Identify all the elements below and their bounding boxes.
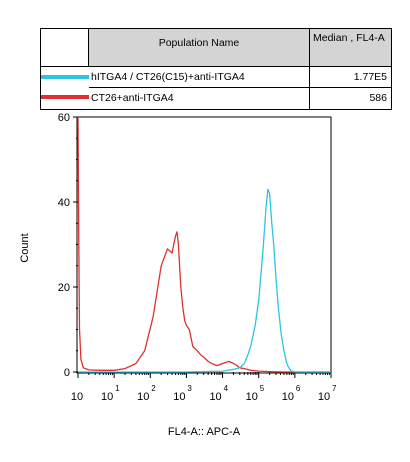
x-tick-exponent: 2 xyxy=(151,384,156,393)
y-axis: 0 20 40 60 xyxy=(58,112,78,379)
x-tick-exponent: 5 xyxy=(260,384,265,393)
x-tick-exponent: 1 xyxy=(115,384,120,393)
x-tick-exponent: 6 xyxy=(296,384,301,393)
legend-header-population: Population Name xyxy=(89,29,310,67)
x-tick-exponent: 4 xyxy=(224,384,229,393)
x-tick-exponent: 7 xyxy=(332,384,337,393)
x-tick-base: 10 xyxy=(173,391,185,403)
x-tick-base: 10 xyxy=(101,391,113,403)
legend-row-hitga4-name: hITGA4 / CT26(C15)+anti-ITGA4 xyxy=(89,67,310,88)
x-tick-base: 10 xyxy=(209,391,221,403)
legend-swatch-ct26 xyxy=(41,95,89,99)
y-tick-label: 60 xyxy=(58,112,70,124)
x-tick-exponent: 3 xyxy=(187,384,192,393)
legend-table: Population Name Median , FL4-A hITGA4 / … xyxy=(40,28,392,110)
legend-row-hitga4-median: 1.77E5 xyxy=(310,67,391,88)
x-tick-base: 10 xyxy=(318,391,330,403)
series-group xyxy=(77,116,331,373)
x-tick-base: 10 xyxy=(282,391,294,403)
y-tick-label: 40 xyxy=(58,197,70,209)
y-axis-title: Count xyxy=(19,233,31,262)
legend-row-ct26-name: CT26+anti-ITGA4 xyxy=(89,88,310,109)
x-axis-title: FL4-A:: APC-A xyxy=(168,426,241,438)
legend-header-blank xyxy=(41,29,89,67)
legend-row-ct26-median: 586 xyxy=(369,92,387,104)
legend-header-median: Median , FL4-A xyxy=(310,29,391,67)
series-line-hitga4 xyxy=(78,188,331,373)
legend-swatch-hitga4 xyxy=(41,75,89,79)
x-tick-base: 10 xyxy=(137,391,149,403)
x-tick-base: 10 xyxy=(71,391,83,403)
plot-area xyxy=(76,116,332,374)
x-tick-base: 10 xyxy=(246,391,258,403)
y-tick-label: 0 xyxy=(64,367,70,379)
y-tick-label: 20 xyxy=(58,282,70,294)
